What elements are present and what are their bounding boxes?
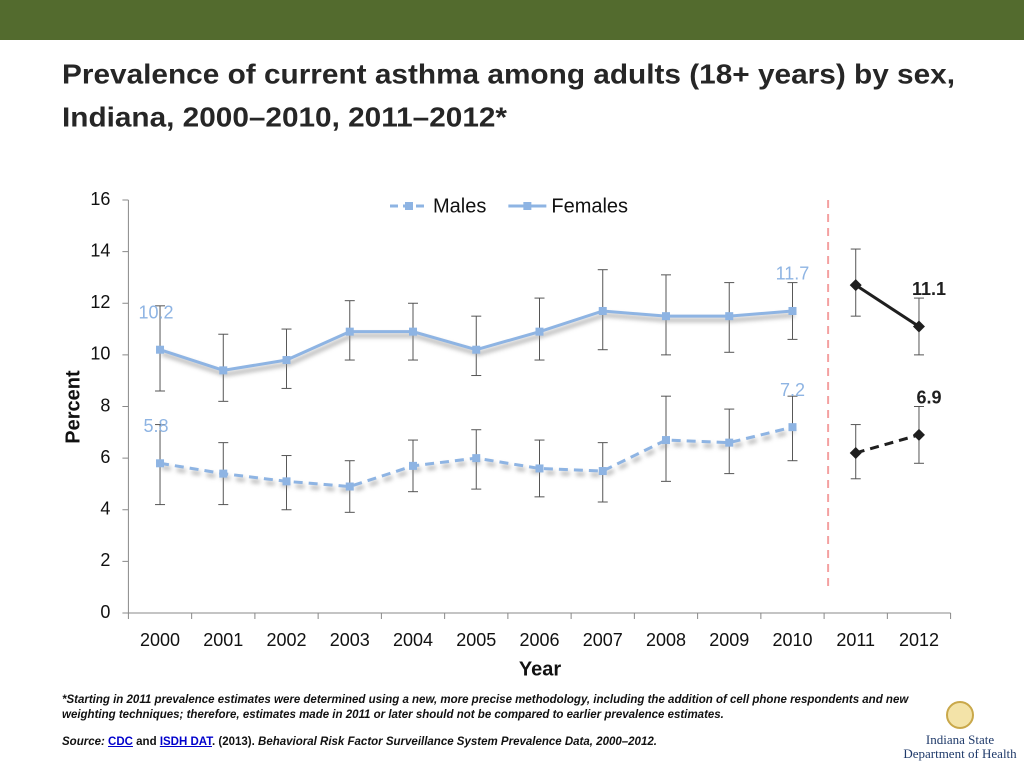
marker xyxy=(472,454,481,463)
marker xyxy=(472,345,481,354)
marker xyxy=(156,459,165,468)
x-tick-label: 2005 xyxy=(456,630,496,650)
marker xyxy=(912,428,925,441)
marker xyxy=(156,345,165,354)
cdc-link[interactable]: CDC xyxy=(108,736,133,748)
source: Source: CDC and ISDH DAT. (2013). Behavi… xyxy=(62,736,657,748)
y-tick-label: 0 xyxy=(100,602,110,622)
x-tick-label: 2011 xyxy=(836,630,875,650)
footnote: *Starting in 2011 prevalence estimates w… xyxy=(62,694,909,721)
x-tick-label: 2001 xyxy=(203,630,243,650)
marker xyxy=(661,312,670,321)
data-label: 11.7 xyxy=(776,264,810,284)
header-bar xyxy=(0,0,1024,40)
marker xyxy=(912,320,925,333)
marker xyxy=(788,306,797,315)
marker xyxy=(598,306,607,315)
marker xyxy=(345,327,354,336)
marker xyxy=(849,446,862,459)
source-year: . (2013). xyxy=(212,736,255,748)
x-tick-label: 2006 xyxy=(519,630,559,650)
y-tick-label: 14 xyxy=(90,240,110,260)
x-tick-label: 2004 xyxy=(393,630,433,650)
series-line xyxy=(855,433,920,455)
chart: Prevalence of current asthma among adult… xyxy=(0,0,1024,680)
isdh-link[interactable]: ISDH DAT xyxy=(159,736,212,748)
y-tick-label: 8 xyxy=(100,395,110,415)
x-tick-label: 2000 xyxy=(140,630,180,650)
marker xyxy=(219,469,228,478)
data-label: 6.9 xyxy=(916,388,941,408)
x-tick-label: 2010 xyxy=(772,630,812,650)
x-tick-label: 2012 xyxy=(899,630,939,650)
source-title: Behavioral Risk Factor Surveillance Syst… xyxy=(258,736,657,748)
marker xyxy=(409,461,418,470)
source-label: Source: xyxy=(62,736,105,748)
x-axis-title: Year xyxy=(519,658,561,680)
x-tick-label: 2007 xyxy=(583,630,623,650)
series-line xyxy=(854,283,920,328)
logo-line: Indiana State xyxy=(925,732,995,747)
legend-label: Females xyxy=(551,195,628,217)
y-tick-label: 16 xyxy=(90,189,110,209)
x-tick-label: 2003 xyxy=(330,630,370,650)
y-tick-label: 12 xyxy=(90,292,110,312)
marker xyxy=(219,366,228,375)
x-tick-label: 2009 xyxy=(709,630,749,650)
legend-label: Males xyxy=(433,195,486,217)
marker xyxy=(535,464,544,473)
data-label: 7.2 xyxy=(780,380,805,400)
marker xyxy=(345,482,354,491)
x-tick-label: 2008 xyxy=(646,630,686,650)
marker xyxy=(788,423,797,432)
legend-marker xyxy=(523,202,532,210)
marker xyxy=(661,436,670,445)
logo-seal xyxy=(946,701,974,729)
x-tick-label: 2002 xyxy=(266,630,306,650)
y-axis-title: Percent xyxy=(62,370,84,444)
legend-marker xyxy=(405,202,413,210)
marker xyxy=(535,327,544,336)
logo: Indiana State Department of Health xyxy=(900,700,1020,761)
chart-title: Indiana, 2000–2010, 2011–2012* xyxy=(62,101,507,132)
data-label: 11.1 xyxy=(912,279,946,299)
y-tick-label: 4 xyxy=(100,499,110,519)
data-label: 5.8 xyxy=(144,416,169,436)
y-tick-label: 6 xyxy=(100,447,110,467)
marker xyxy=(282,356,291,365)
chart-title: Prevalence of current asthma among adult… xyxy=(62,58,955,89)
marker xyxy=(849,279,862,292)
y-tick-label: 2 xyxy=(100,550,110,570)
marker xyxy=(598,467,607,476)
marker xyxy=(725,438,734,447)
source-and: and xyxy=(136,736,157,748)
marker xyxy=(409,327,418,336)
y-tick-label: 10 xyxy=(90,344,110,364)
marker xyxy=(725,312,734,321)
data-label: 10.2 xyxy=(138,302,173,322)
logo-line: Department of Health xyxy=(903,746,1017,761)
marker xyxy=(282,477,291,486)
